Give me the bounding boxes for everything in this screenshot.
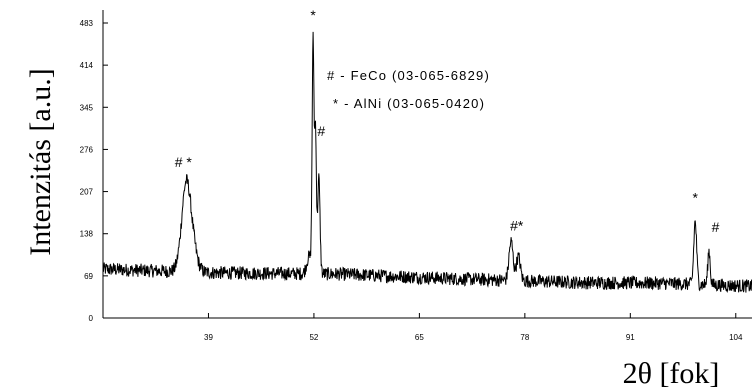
- x-tick-label: 52: [309, 333, 318, 342]
- legend-entry-feco: # - FeCo (03-065-6829): [327, 68, 490, 83]
- y-tick-label: 0: [89, 314, 94, 323]
- x-tick-label: 91: [626, 333, 635, 342]
- y-tick-label: 69: [84, 272, 93, 281]
- axes: [102, 10, 752, 319]
- x-axis-title: 2θ [fok]: [623, 357, 720, 390]
- peak-annotation: *: [692, 190, 698, 206]
- x-tick-label: 39: [204, 333, 213, 342]
- x-tick-label: 104: [729, 333, 743, 342]
- y-tick-label: 345: [80, 103, 94, 112]
- x-tick-label: 78: [520, 333, 529, 342]
- peak-annotation: #: [317, 123, 325, 139]
- x-ticks: 39 52 65 78 91 104: [204, 313, 743, 342]
- y-tick-label: 207: [80, 188, 94, 197]
- legend-entry-alni: * - AlNi (03-065-0420): [333, 96, 485, 111]
- peak-annotations: * # # * #* * #: [175, 7, 720, 235]
- x-tick-label: 65: [415, 333, 424, 342]
- y-ticks: 0 69 138 207 276 345 414 483: [80, 19, 108, 323]
- series-line: [102, 31, 752, 294]
- y-tick-label: 138: [80, 230, 94, 239]
- y-tick-label: 483: [80, 19, 94, 28]
- peak-annotation: *: [310, 7, 316, 23]
- peak-annotation: #*: [510, 218, 524, 234]
- peak-annotation: #: [712, 219, 720, 235]
- y-tick-label: 276: [80, 145, 94, 154]
- y-axis-title: Intenzitás [a.u.]: [24, 68, 57, 255]
- y-tick-label: 414: [80, 61, 94, 70]
- peak-annotation: # *: [175, 154, 193, 170]
